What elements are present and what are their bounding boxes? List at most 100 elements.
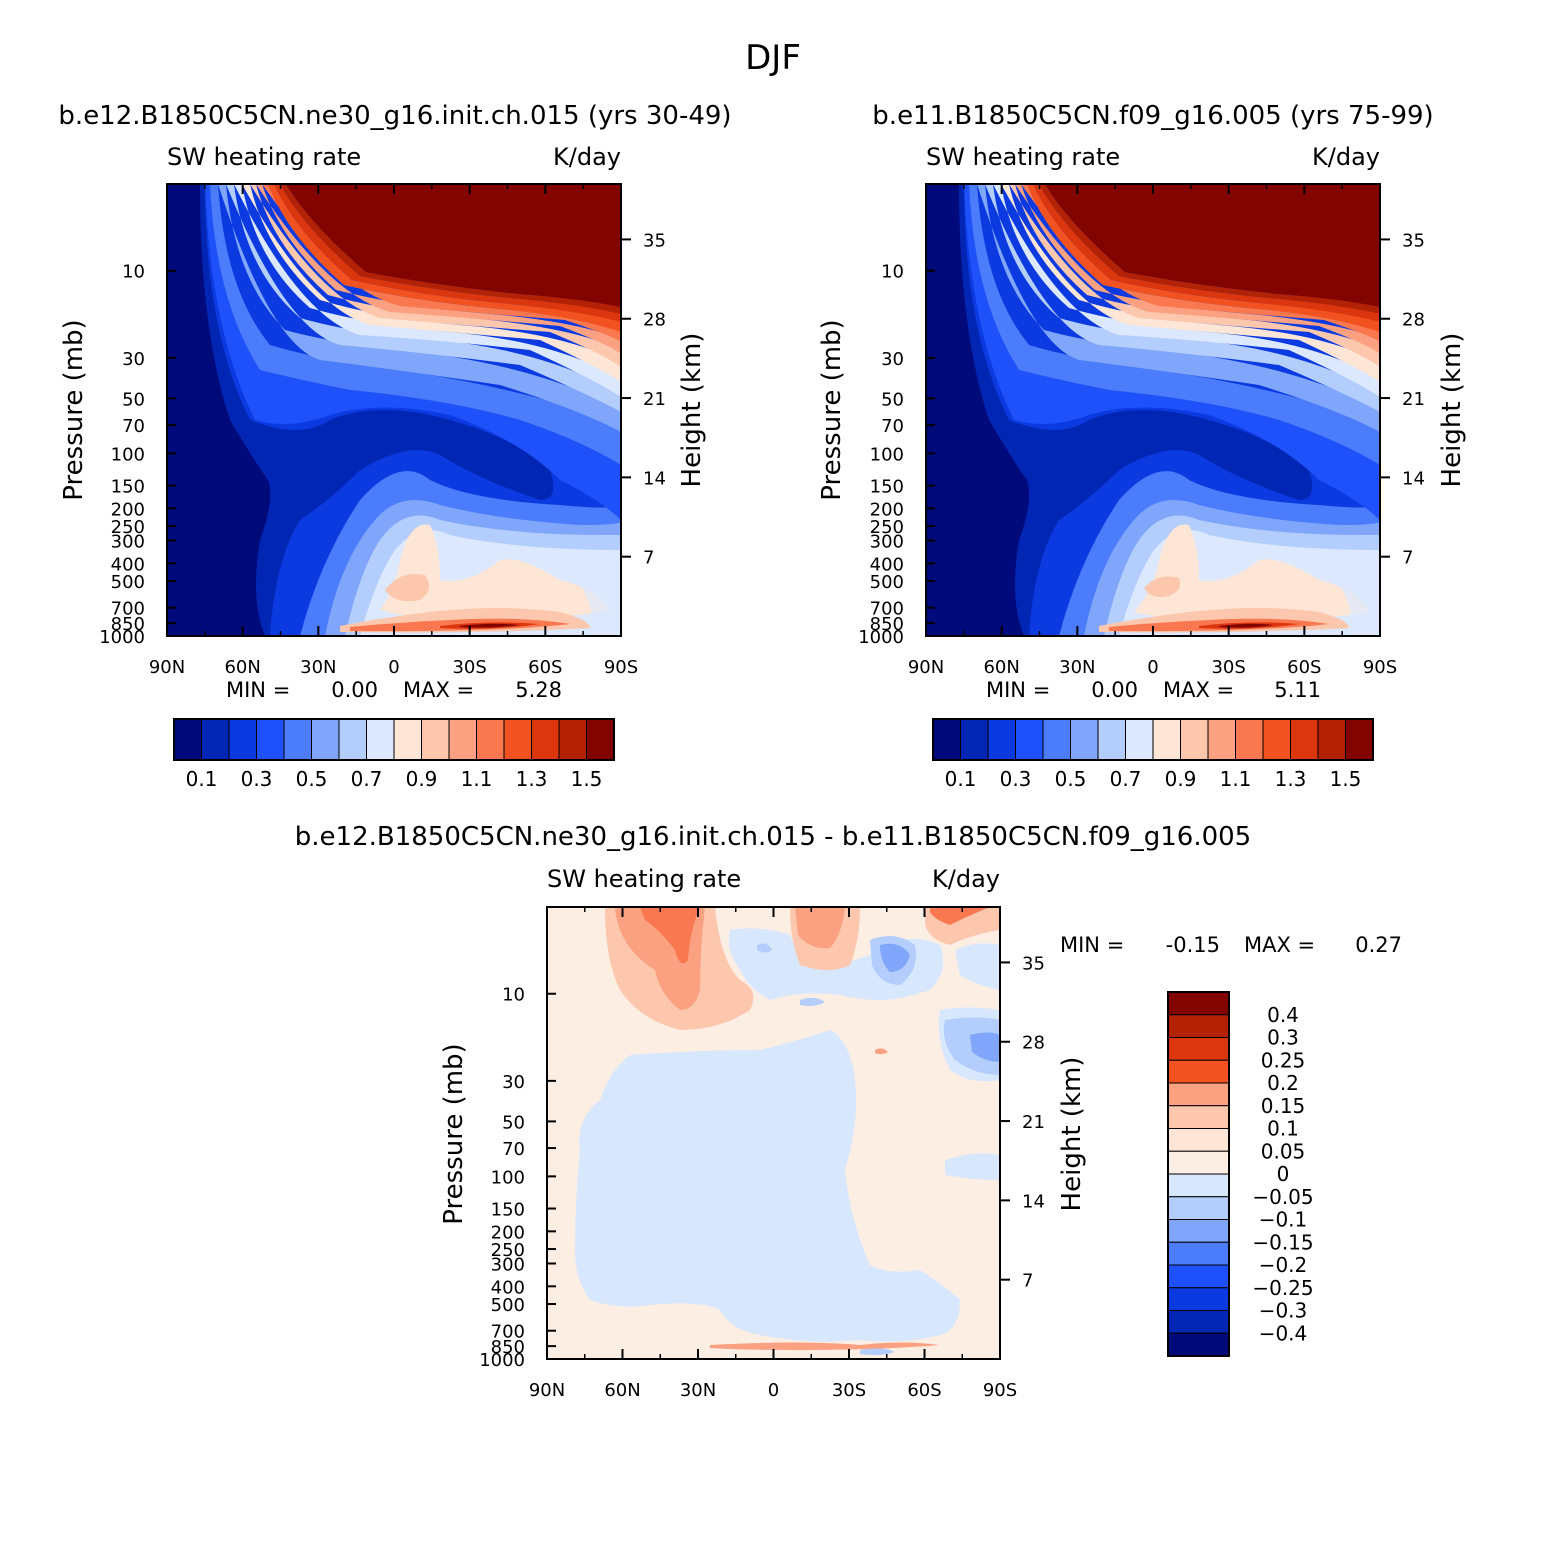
panel-3-ytick-label: 1000 xyxy=(479,1350,525,1371)
panel-2-ytick-label: 50 xyxy=(881,389,904,410)
panel-1: b.e12.B1850C5CN.ne30_g16.init.ch.015 (yr… xyxy=(58,101,731,791)
panel-3-pos-p4 xyxy=(640,907,700,964)
panel-1-colorbar-label: 0.3 xyxy=(241,767,273,791)
panel-2-colorbar-label: 0.1 xyxy=(945,767,977,791)
panel-2-right-label: K/day xyxy=(1312,143,1380,171)
panel-2-band-strat-5 xyxy=(993,184,1380,397)
panel-3-title: b.e12.B1850C5CN.ne30_g16.init.ch.015 - b… xyxy=(295,822,1251,852)
panel-3-neg-b7 xyxy=(860,1347,895,1356)
panel-1-colorbar-label: 1.3 xyxy=(516,767,548,791)
panel-3-colorbar-label: 0 xyxy=(1277,1162,1290,1186)
panel-1-xtick-label: 30N xyxy=(300,657,336,678)
panel-2-colorbar-box xyxy=(1290,718,1319,761)
panel-2-warm-blob xyxy=(1144,576,1181,597)
panel-2-xtick-label: 30S xyxy=(1211,657,1245,678)
panel-3-neg-b4 xyxy=(970,1032,1000,1062)
panel-3-colorbar-label: −0.4 xyxy=(1259,1321,1308,1345)
panel-2-ytick-label: 200 xyxy=(870,499,904,520)
panel-2-min-label: MIN = xyxy=(986,678,1050,702)
panel-1-title: b.e12.B1850C5CN.ne30_g16.init.ch.015 (yr… xyxy=(58,101,731,131)
panel-2-colorbar-label: 0.9 xyxy=(1165,767,1197,791)
panel-3-colorbar-box xyxy=(1167,1287,1230,1311)
panel-3-xtick-label: 60S xyxy=(907,1380,941,1401)
panel-2-colorbar-box xyxy=(1097,718,1126,761)
panel-1-band-polar xyxy=(167,184,271,636)
panel-3-colorbar-label: 0.1 xyxy=(1267,1117,1299,1141)
panel-1-colorbar-label: 0.7 xyxy=(351,767,383,791)
panel-2-pbl-warm-4 xyxy=(1219,623,1274,628)
panel-2-ytick-label: 500 xyxy=(870,572,904,593)
panel-3-neg-b6 xyxy=(757,943,772,953)
panel-2-colorbar-box xyxy=(1042,718,1071,761)
panel-3-colorbar-label: 0.05 xyxy=(1261,1139,1306,1163)
panel-3-ytick-label: 300 xyxy=(491,1255,525,1276)
panel-1-colorbar-box xyxy=(201,718,230,761)
panel-1-plot-area xyxy=(167,184,621,636)
panel-1-ytick-label: 30 xyxy=(122,349,145,370)
panel-2-colorbar-label: 1.3 xyxy=(1275,767,1307,791)
panel-2-band-strat-10 xyxy=(1027,184,1380,332)
panel-2-band-strat-9 xyxy=(1021,184,1380,342)
panel-3-colorbar-box xyxy=(1167,1264,1230,1289)
panel-3-y2tick-label: 35 xyxy=(1022,953,1045,974)
panel-3-ylabel: Pressure (mb) xyxy=(439,1043,469,1224)
panel-1-y2ticks: 35 28 21 14 7 xyxy=(621,230,666,569)
panel-1-band-strat-1 xyxy=(205,184,621,520)
panel-3-plot-area xyxy=(547,907,1000,1359)
panel-2-xtick-label: 0 xyxy=(1147,657,1158,678)
panel-1-ytick-label: 400 xyxy=(111,554,145,575)
panel-3-colorbar-box xyxy=(1167,1310,1230,1334)
panel-1-warm-column xyxy=(380,524,610,621)
panel-1-warm-blob xyxy=(385,574,429,602)
panel-2-band-strat-2 xyxy=(969,184,1380,465)
panel-2-colorbar-box xyxy=(1180,718,1209,761)
panel-3-max-label: MAX = xyxy=(1244,933,1315,957)
panel-2-xtick-label: 60S xyxy=(1287,657,1321,678)
panel-3-colorbar-box xyxy=(1167,1241,1230,1266)
panel-2-y2ticks: 35 28 21 14 7 xyxy=(1380,230,1425,569)
panel-3-y2tick-label: 28 xyxy=(1022,1033,1045,1054)
panel-3-xtick-label: 30N xyxy=(680,1380,716,1401)
panel-3-colorbar-box xyxy=(1167,1037,1230,1061)
panel-3-neg-region-main xyxy=(575,1030,960,1342)
panel-1-colorbar-box xyxy=(503,718,532,761)
panel-2-colorbar-box xyxy=(932,718,961,761)
panel-1-colorbar-frame xyxy=(173,718,615,761)
panel-2-band-strat-3 xyxy=(977,184,1380,432)
panel-2-colorbar-frame xyxy=(932,718,1374,761)
panel-1-colorbar-label: 0.5 xyxy=(296,767,328,791)
panel-1-right-label: K/day xyxy=(553,143,621,171)
panel-1-ylabel: Pressure (mb) xyxy=(59,319,89,500)
panel-2: b.e11.B1850C5CN.f09_g16.005 (yrs 75-99) … xyxy=(817,101,1467,791)
panel-3-neg-band-right-lower xyxy=(945,1153,1000,1180)
panel-1-colorbar-box xyxy=(338,718,367,761)
panel-3-ytick-label: 70 xyxy=(502,1139,525,1160)
panel-1-band-strat-13 xyxy=(286,184,621,307)
panel-1-ytick-label: 50 xyxy=(122,389,145,410)
panel-2-ytick-label: 250 xyxy=(870,517,904,538)
panel-1-ytick-label: 700 xyxy=(111,599,145,620)
panel-1-max-value: 5.28 xyxy=(515,678,562,702)
panel-3-y2label: Height (km) xyxy=(1057,1057,1087,1212)
panel-1-colorbar-label: 1.1 xyxy=(461,767,493,791)
panel-3-xticks: 90N 60N 30N 0 30S 60S 90S xyxy=(529,907,1017,1401)
panel-1-band-strat-9 xyxy=(262,184,621,342)
panel-1-colorbar-label: 0.9 xyxy=(406,767,438,791)
panel-2-ylabel: Pressure (mb) xyxy=(817,319,847,500)
panel-1-colorbar-box xyxy=(256,718,285,761)
panel-2-y2label: Height (km) xyxy=(1437,333,1467,488)
panel-3-max-value: 0.27 xyxy=(1355,933,1402,957)
panel-2-colorbar-box xyxy=(1125,718,1154,761)
panel-3-right-label: K/day xyxy=(932,865,1000,893)
panel-1-ytick-label: 500 xyxy=(111,572,145,593)
panel-2-xticks: 90N 60N 30N 0 30S 60S 90S xyxy=(908,184,1397,678)
panel-2-colorbar: 0.1 0.3 0.5 0.7 0.9 1.1 1.3 1.5 xyxy=(932,718,1374,791)
panel-1-ytick-label: 1000 xyxy=(99,627,145,648)
panel-3-pos-p10 xyxy=(710,1342,940,1350)
panel-2-ytick-label: 30 xyxy=(881,349,904,370)
panel-3-colorbar-label: 0.3 xyxy=(1267,1026,1299,1050)
panel-2-ytick-label: 700 xyxy=(870,599,904,620)
panel-1-colorbar-box xyxy=(448,718,477,761)
panel-1-xtick-label: 0 xyxy=(388,657,399,678)
